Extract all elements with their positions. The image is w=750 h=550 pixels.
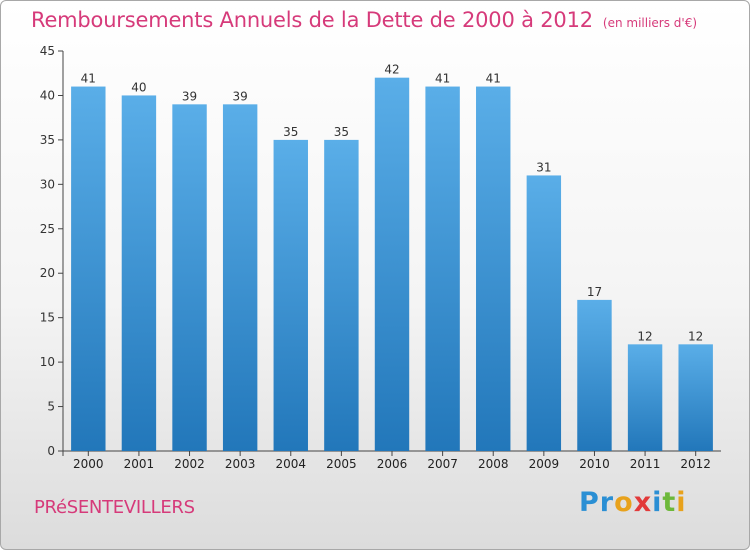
data-label-2004: 35	[283, 125, 298, 139]
logo-letter: t	[662, 487, 677, 518]
x-tick-label: 2006	[377, 457, 408, 471]
data-label-2010: 17	[587, 285, 602, 299]
bar-2001[interactable]	[121, 95, 157, 451]
chart-labels: 2000 41 2001 40 2002 39 2003 39 2004 35 2005 35 2006…	[73, 63, 711, 471]
commune-name: PRéSENTEVILLERS	[34, 497, 195, 518]
data-label-2003: 39	[233, 89, 248, 103]
bar-2012[interactable]	[678, 344, 713, 451]
x-tick-label: 2001	[124, 457, 155, 471]
x-tick-label: 2011	[630, 457, 661, 471]
data-label-2000: 41	[81, 72, 96, 86]
chart-subtitle: (en milliers d'€)	[602, 16, 698, 30]
data-label-2002: 39	[182, 89, 197, 103]
data-label-2011: 12	[637, 329, 652, 343]
logo-letter: P	[579, 487, 600, 518]
logo-letter: i	[652, 487, 663, 518]
bar-2009[interactable]	[526, 175, 562, 451]
data-label-2012: 12	[688, 329, 703, 343]
data-label-2007: 41	[435, 72, 450, 86]
data-label-2009: 31	[536, 160, 551, 174]
bar-2011[interactable]	[627, 344, 663, 451]
logo-letter: x	[633, 487, 653, 518]
proxiti-logo[interactable]: Proxiti	[579, 487, 687, 518]
logo-letter: i	[676, 487, 687, 518]
bar-2005[interactable]	[324, 139, 359, 451]
bar-2004[interactable]	[273, 139, 308, 451]
logo-letter: o	[614, 487, 634, 518]
x-tick-label: 2003	[225, 457, 256, 471]
y-tick-label: 10	[40, 355, 55, 369]
data-label-2005: 35	[334, 125, 349, 139]
x-tick-label: 2004	[275, 457, 306, 471]
x-tick-label: 2000	[73, 457, 104, 471]
bar-2008[interactable]	[476, 86, 511, 452]
data-label-2001: 40	[131, 80, 146, 94]
data-label-2008: 41	[486, 72, 501, 86]
y-tick-label: 45	[40, 44, 55, 58]
x-tick-label: 2010	[579, 457, 610, 471]
bar-2006[interactable]	[374, 77, 410, 452]
chart-title: Remboursements Annuels de la Dette de 20…	[31, 8, 697, 32]
chart-axes: 0 5 10 15 20 25 30 35 40 45	[40, 44, 721, 458]
x-tick-label: 2008	[478, 457, 509, 471]
bar-2000[interactable]	[71, 86, 106, 452]
data-label-2006: 42	[384, 63, 399, 77]
chart-bars	[71, 77, 713, 452]
y-tick-label: 20	[40, 266, 55, 280]
x-tick-label: 2005	[326, 457, 357, 471]
x-tick-label: 2009	[529, 457, 560, 471]
bar-2007[interactable]	[425, 86, 460, 452]
y-tick-label: 25	[40, 222, 55, 236]
x-tick-label: 2007	[427, 457, 458, 471]
y-tick-label: 40	[40, 88, 55, 102]
x-tick-label: 2012	[680, 457, 711, 471]
y-tick-label: 15	[40, 311, 55, 325]
y-tick-label: 0	[47, 444, 55, 458]
y-tick-label: 5	[47, 400, 55, 414]
y-tick-label: 30	[40, 177, 55, 191]
logo-letter: r	[599, 487, 615, 518]
bar-2010[interactable]	[577, 299, 612, 451]
chart-title-text: Remboursements Annuels de la Dette de 20…	[31, 8, 593, 32]
bar-2002[interactable]	[172, 104, 207, 451]
y-tick-label: 35	[40, 133, 55, 147]
x-tick-label: 2002	[174, 457, 205, 471]
bar-2003[interactable]	[222, 104, 258, 451]
